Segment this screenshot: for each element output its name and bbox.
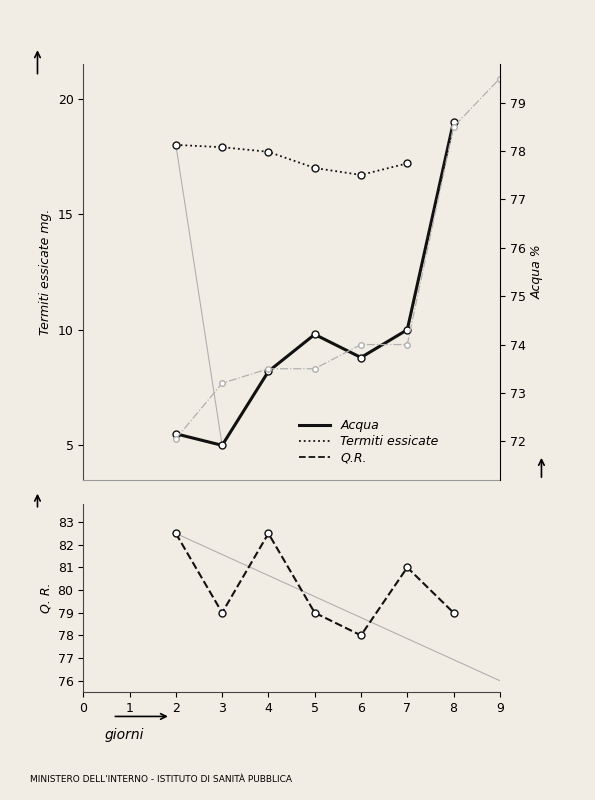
Y-axis label: Q. R.: Q. R. bbox=[39, 582, 52, 614]
Text: MINISTERO DELL'INTERNO - ISTITUTO DI SANITÀ PUBBLICA: MINISTERO DELL'INTERNO - ISTITUTO DI SAN… bbox=[30, 775, 292, 784]
Y-axis label: Termiti essicate mg.: Termiti essicate mg. bbox=[39, 209, 52, 335]
Y-axis label: Acqua %: Acqua % bbox=[531, 245, 544, 299]
Legend: Acqua, Termiti essicate, Q.R.: Acqua, Termiti essicate, Q.R. bbox=[294, 414, 443, 470]
Text: giorni: giorni bbox=[104, 728, 143, 742]
